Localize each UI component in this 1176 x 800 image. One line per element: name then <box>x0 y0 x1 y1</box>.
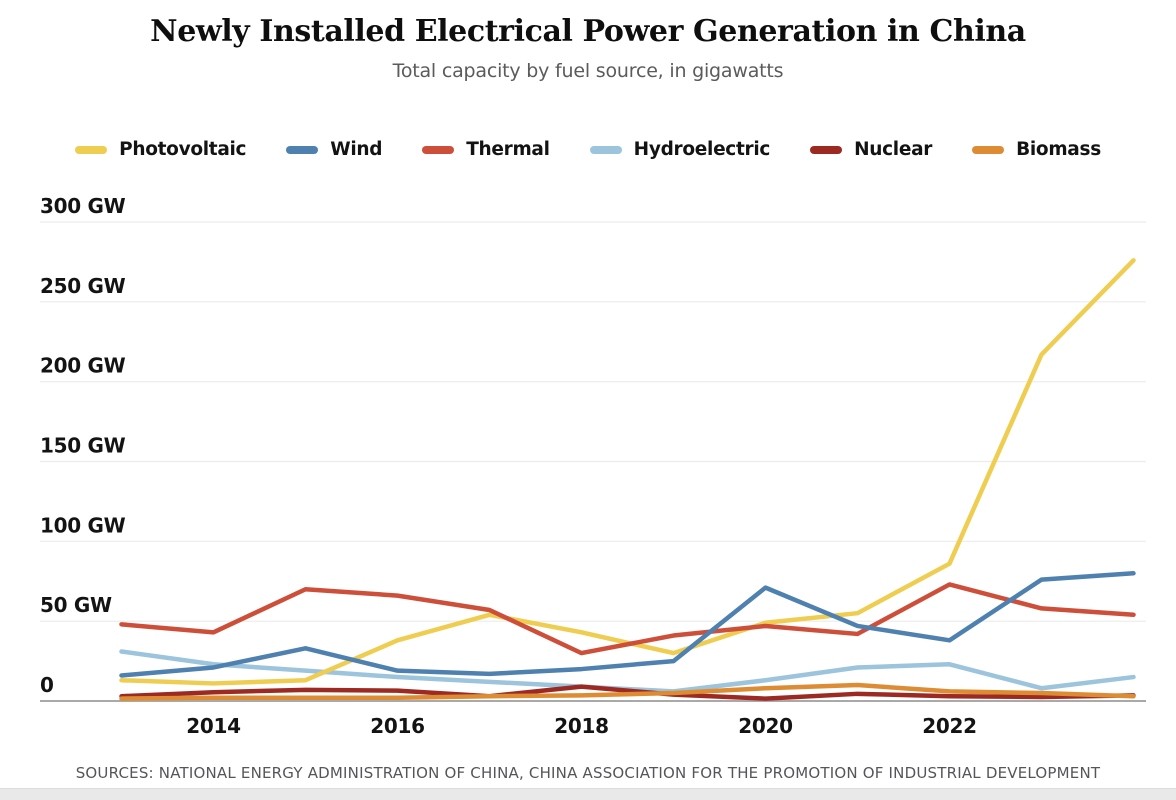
x-axis-label-2014: 2014 <box>186 714 240 738</box>
chart-title: Newly Installed Electrical Power Generat… <box>150 14 1026 49</box>
x-axis-label-2016: 2016 <box>370 714 424 738</box>
y-axis-label-300: 300 GW <box>40 194 126 218</box>
legend-item-hydroelectric: Hydroelectric <box>589 139 771 160</box>
legend-item-wind: Wind <box>286 139 382 160</box>
legend-item-biomass: Biomass <box>972 139 1101 160</box>
plot-area: 0 50 GW 100 GW 150 GW 200 GW 250 GW 300 GW 2014… <box>0 180 1176 750</box>
y-axis-label-150: 150 GW <box>40 434 126 458</box>
y-axis-label-50: 50 GW <box>40 593 112 617</box>
y-axis-label-250: 250 GW <box>40 274 126 298</box>
legend-swatch-thermal <box>422 145 455 154</box>
legend-label-thermal: Thermal <box>466 139 550 160</box>
legend-item-thermal: Thermal <box>422 139 550 160</box>
x-axis-label-2018: 2018 <box>554 714 608 738</box>
legend-item-photovoltaic: Photovoltaic <box>75 139 247 160</box>
legend-swatch-nuclear <box>810 145 843 154</box>
y-axis-label-100: 100 GW <box>40 513 126 537</box>
chart-subtitle: Total capacity by fuel source, in gigawa… <box>392 60 784 82</box>
legend-label-hydroelectric: Hydroelectric <box>633 139 771 160</box>
sources-note: SOURCES: NATIONAL ENERGY ADMINISTRATION … <box>75 764 1101 782</box>
series-line-thermal <box>119 582 1136 656</box>
legend-label-nuclear: Nuclear <box>854 139 933 160</box>
series-line-nuclear <box>119 684 1136 701</box>
legend-swatch-wind <box>286 145 319 154</box>
legend-item-nuclear: Nuclear <box>810 139 932 160</box>
x-axis-label-2022: 2022 <box>922 714 976 738</box>
x-axis-label-2020: 2020 <box>738 714 792 738</box>
legend-label-photovoltaic: Photovoltaic <box>119 139 247 160</box>
series-line-wind <box>119 571 1136 678</box>
series-line-hydroelectric <box>119 649 1136 694</box>
legend-swatch-photovoltaic <box>75 145 108 154</box>
series-line-biomass <box>119 682 1136 701</box>
chart-svg: 0 50 GW 100 GW 150 GW 200 GW 250 GW 300 GW 2014… <box>40 194 1146 738</box>
legend: Photovoltaic Wind Thermal Hydroelectric Nucl… <box>0 139 1176 160</box>
y-axis-label-0: 0 <box>40 673 54 697</box>
bottom-divider <box>0 788 1176 800</box>
legend-label-wind: Wind <box>330 139 383 160</box>
legend-swatch-hydroelectric <box>589 145 622 154</box>
legend-swatch-biomass <box>972 145 1005 154</box>
y-axis-label-200: 200 GW <box>40 354 126 378</box>
legend-label-biomass: Biomass <box>1016 139 1101 160</box>
